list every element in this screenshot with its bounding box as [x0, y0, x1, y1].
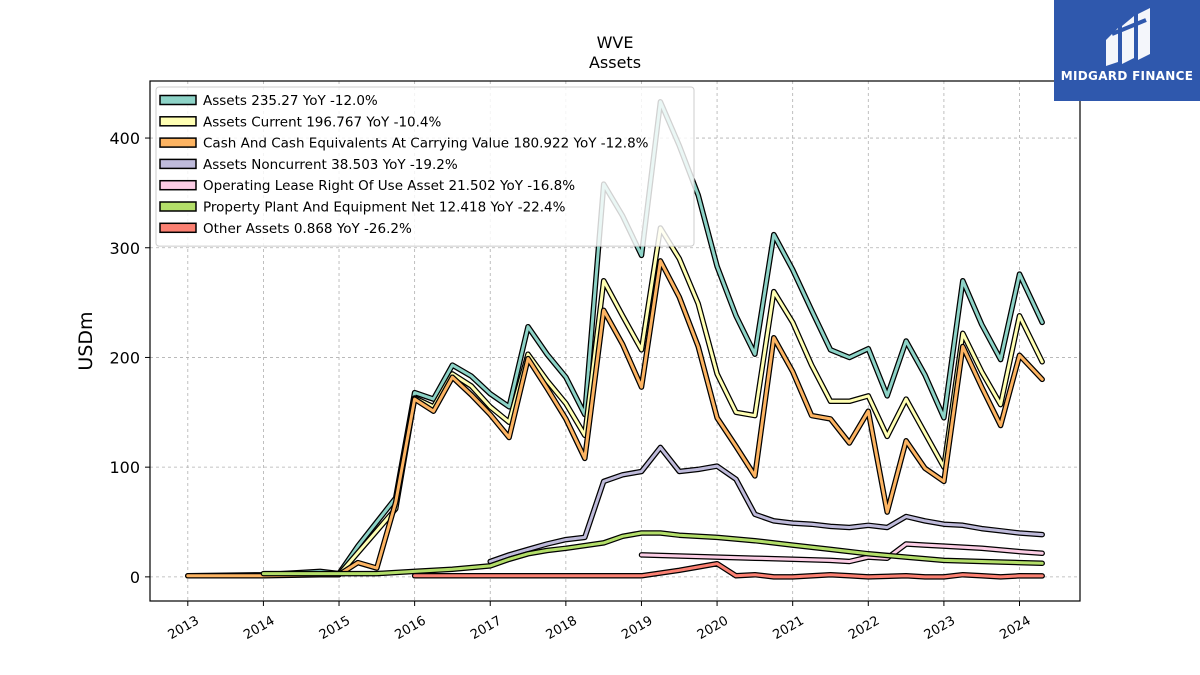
- chart-title: WVE: [597, 33, 634, 52]
- y-tick-label: 200: [109, 348, 140, 367]
- x-tick-label: 2022: [846, 613, 882, 643]
- legend-swatch-0: [159, 94, 197, 106]
- chart-subtitle: Assets: [589, 53, 641, 72]
- brand-name: MIDGARD FINANCE: [1060, 69, 1194, 83]
- legend-label-6: Other Assets 0.868 YoY -26.2%: [203, 221, 412, 237]
- series-lines: [185, 99, 1045, 580]
- legend-label-4: Operating Lease Right Of Use Asset 21.50…: [203, 178, 575, 194]
- x-tick-label: 2016: [392, 613, 428, 643]
- x-tick-label: 2015: [317, 613, 353, 643]
- x-tick-label: 2013: [166, 613, 202, 643]
- x-tick-label: 2014: [241, 613, 277, 643]
- series-line-2: [186, 259, 1044, 578]
- legend-label-3: Assets Noncurrent 38.503 YoY -19.2%: [203, 157, 458, 173]
- legend-label-5: Property Plant And Equipment Net 12.418 …: [203, 200, 566, 216]
- y-tick-label: 0: [130, 568, 140, 587]
- series-line-4: [640, 542, 1044, 563]
- legend-swatch-5: [159, 201, 197, 212]
- legend-swatch-3: [159, 158, 197, 170]
- x-tick-label: 2017: [468, 613, 504, 643]
- legend-label-1: Assets Current 196.767 YoY -10.4%: [203, 114, 442, 130]
- y-tick-label: 100: [109, 458, 140, 477]
- legend-label-0: Assets 235.27 YoY -12.0%: [203, 93, 378, 109]
- plot-frame: [149, 80, 1081, 602]
- brand-logo: MIDGARD FINANCE: [1054, 0, 1200, 101]
- legend-label-2: Cash And Cash Equivalents At Carrying Va…: [203, 136, 649, 152]
- series-line-6: [413, 562, 1044, 579]
- legend-swatch-4: [159, 179, 197, 191]
- series-line-5: [261, 531, 1044, 576]
- y-tick-label: 400: [109, 129, 140, 148]
- x-tick-label: 2024: [997, 613, 1033, 643]
- legend-swatch-1: [159, 116, 197, 127]
- legend-swatch-6: [159, 222, 197, 234]
- legend: Assets 235.27 YoY -12.0% Assets Current 1…: [155, 86, 695, 247]
- x-tick-label: 2020: [695, 613, 731, 643]
- logo-mark-icon: [1106, 8, 1150, 66]
- y-tick-label: 300: [109, 239, 140, 258]
- x-tick-label: 2023: [922, 613, 958, 643]
- legend-box: [155, 86, 695, 247]
- series-line-3: [488, 445, 1044, 563]
- x-tick-label: 2018: [544, 613, 580, 643]
- legend-swatch-2: [159, 137, 197, 148]
- x-tick-label: 2021: [771, 613, 807, 643]
- y-axis-label: USDm: [75, 311, 97, 370]
- series-line-1: [337, 226, 1044, 577]
- x-tick-label: 2019: [619, 613, 655, 643]
